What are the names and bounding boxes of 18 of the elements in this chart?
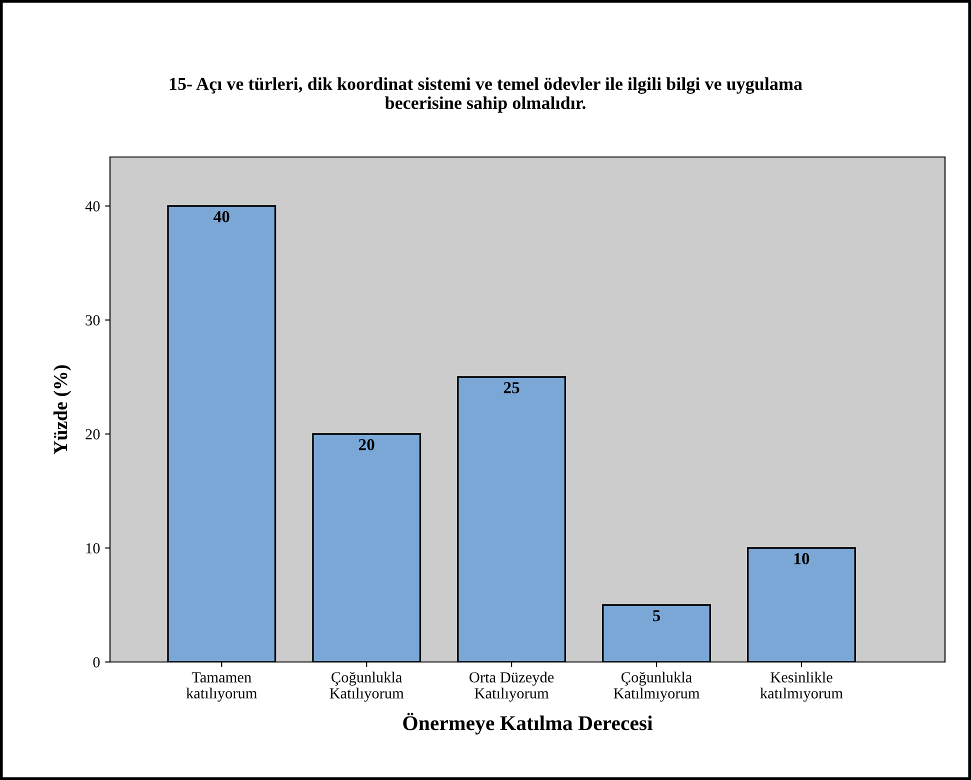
y-tick-label: 30 [86,315,100,326]
x-tick-label: Orta Düzeyde Katılıyorum [470,672,554,702]
x-tick-label: Çoğunlukla Katılmıyorum [614,672,700,702]
x-tick-label: Tamamen katılıyorum [186,672,258,702]
y-tick-label: 20 [86,429,100,440]
x-axis-title: Önermeye Katılma Derecesi [403,712,653,735]
data-label: 10 [794,553,810,564]
y-tick-label: 10 [86,543,100,554]
data-label: 25 [504,382,520,394]
data-label: 5 [653,610,660,622]
x-tick-label: Kesinlikle katılmıyorum [760,672,843,702]
data-label: 20 [358,439,374,450]
x-tick-label: Çoğunlukla Katılıyorum [330,672,404,702]
y-tick-label: 0 [93,657,100,668]
y-tick-label: 40 [85,201,100,212]
data-label: 40 [214,211,230,222]
chart-title: 15- Açı ve türleri, dik koordinat sistemi ve temel ödevler ile ilgili bilgi ve uygulama becerisine sahip olmalıdır. [170,77,802,113]
y-axis-title: Yüzde (%) [53,365,72,454]
